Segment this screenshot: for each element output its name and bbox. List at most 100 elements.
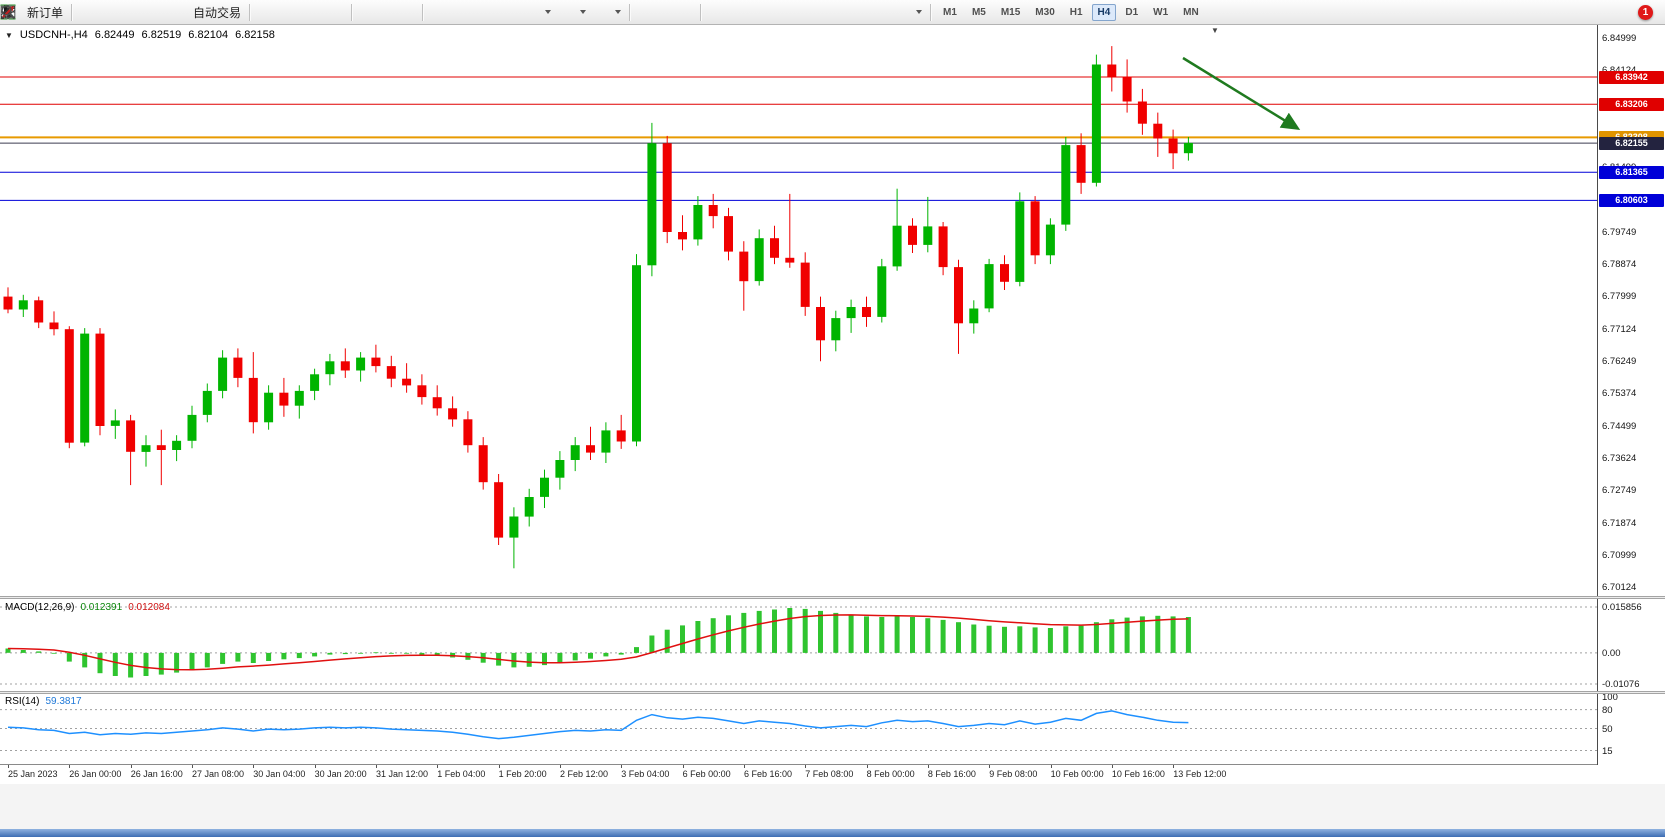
annotation-arrow[interactable] xyxy=(1182,56,1301,130)
time-tick xyxy=(1111,765,1113,768)
time-label: 13 Feb 12:00 xyxy=(1173,769,1227,779)
candle xyxy=(156,429,166,486)
timeframe-d1[interactable]: D1 xyxy=(1125,6,1139,18)
one-click-trading-icon[interactable]: ▼ xyxy=(5,30,13,40)
time-axis[interactable]: 25 Jan 2023 26 Jan 00:00 26 Jan 16:00 27 Ja… xyxy=(0,765,1665,784)
candle xyxy=(984,258,994,313)
macd-bar xyxy=(680,625,685,653)
bars-mode-button[interactable] xyxy=(1,1,285,24)
chart-symbol-title: USDCNH-,H4 xyxy=(19,29,88,41)
price-tick: 6.79749 xyxy=(1602,226,1637,238)
autotrading-button[interactable]: 自动交易 xyxy=(4,1,245,24)
zoom-out-button[interactable] xyxy=(1,1,418,24)
toolbar-separator xyxy=(351,3,354,21)
chart-shift-button[interactable] xyxy=(0,1,520,24)
macd-panel[interactable] xyxy=(0,599,1597,691)
channel-tool-button[interactable] xyxy=(0,1,829,24)
timeframe-m15[interactable]: M15 xyxy=(1000,6,1021,18)
candle xyxy=(64,326,74,449)
trendline-tool-button[interactable] xyxy=(1,1,798,24)
vertical-line-tool-button[interactable] xyxy=(7,1,736,24)
zoom-in-button[interactable] xyxy=(1,1,387,24)
timeframe-mn[interactable]: MN xyxy=(1183,6,1199,18)
candle xyxy=(877,258,887,323)
candle xyxy=(310,368,320,401)
rsi-panel[interactable] xyxy=(0,694,1597,764)
timeframe-h4[interactable]: H4 xyxy=(1091,3,1117,21)
macd-bar xyxy=(373,652,379,654)
toolbar-separator xyxy=(422,3,425,21)
toolbar-separator xyxy=(629,3,632,21)
navigator-button[interactable] xyxy=(1,1,138,24)
notification-badge[interactable]: 1 xyxy=(1638,4,1653,20)
main-price-chart[interactable] xyxy=(0,25,1597,596)
timeframe-w1[interactable]: W1 xyxy=(1153,6,1169,18)
magnifier-icon xyxy=(1,4,1626,20)
candle xyxy=(202,383,212,423)
candle xyxy=(800,252,810,316)
market-watch-button[interactable] xyxy=(1,1,107,24)
candle xyxy=(540,469,549,508)
timeframe-h1[interactable]: H1 xyxy=(1069,6,1083,18)
price-badge: 6.83206 xyxy=(1599,97,1664,111)
macd-bar xyxy=(1093,622,1099,653)
terminal-button[interactable] xyxy=(0,1,169,24)
candle xyxy=(95,328,105,436)
macd-bar xyxy=(940,619,946,653)
candle xyxy=(770,225,779,265)
macd-signal-value: 0.012084 xyxy=(128,602,170,613)
macd-bar xyxy=(1139,616,1145,653)
vline-icon xyxy=(7,4,729,20)
candle xyxy=(647,122,657,277)
candle xyxy=(570,437,580,472)
text-tool-button[interactable]: A xyxy=(3,1,891,24)
clock-icon xyxy=(1,4,576,20)
arrows-tool-button[interactable] xyxy=(2,1,926,24)
bars-icon xyxy=(1,4,278,20)
candle xyxy=(509,507,519,569)
candles-mode-button[interactable] xyxy=(1,1,316,24)
crosshair-icon xyxy=(1,4,689,20)
panel-splitter[interactable] xyxy=(0,596,1665,599)
candle xyxy=(80,328,90,447)
candle xyxy=(248,352,258,434)
candle xyxy=(862,296,871,327)
price-badge: 6.83942 xyxy=(1599,70,1664,84)
macd-bar xyxy=(36,651,42,653)
candle xyxy=(18,294,28,317)
crosshair-tool-button[interactable] xyxy=(1,1,696,24)
search-button[interactable] xyxy=(1,1,1633,24)
macd-bar xyxy=(312,652,318,657)
horizontal-line-tool-button[interactable] xyxy=(1,1,767,24)
time-label: 10 Feb 00:00 xyxy=(1050,769,1104,779)
macd-bar xyxy=(266,652,272,661)
timeframe-m1[interactable]: M1 xyxy=(943,6,957,18)
rsi-axis-tick: 80 xyxy=(1602,704,1613,716)
price-tick: 6.72749 xyxy=(1602,485,1637,497)
new-chart-button[interactable] xyxy=(1,1,555,24)
tile-windows-button[interactable] xyxy=(0,1,458,24)
macd-bar xyxy=(879,617,885,653)
cursor-tool-button[interactable] xyxy=(4,1,665,24)
macd-bar xyxy=(1170,616,1176,653)
candle xyxy=(478,437,488,490)
templates-button[interactable] xyxy=(1,1,625,24)
chart-shift-marker-icon[interactable]: ▼ xyxy=(1211,26,1219,35)
macd-bar xyxy=(726,615,731,653)
panel-splitter[interactable] xyxy=(0,691,1665,694)
candle xyxy=(938,222,948,276)
timeframe-m5[interactable]: M5 xyxy=(971,6,986,18)
macd-bar xyxy=(542,652,547,666)
macd-bar xyxy=(787,608,793,653)
candle xyxy=(1045,218,1055,265)
line-mode-button[interactable] xyxy=(0,1,347,24)
timeframe-m30[interactable]: M30 xyxy=(1035,6,1055,18)
periods-button[interactable] xyxy=(1,1,590,24)
time-tick xyxy=(744,765,745,768)
price-axis[interactable]: 6.849996.841246.832496.823746.814996.806… xyxy=(1597,25,1665,765)
auto-scroll-button[interactable] xyxy=(0,1,489,24)
fibonacci-tool-button[interactable] xyxy=(1,1,860,24)
candle xyxy=(417,374,427,405)
time-tick xyxy=(560,765,561,768)
candle xyxy=(616,414,626,449)
